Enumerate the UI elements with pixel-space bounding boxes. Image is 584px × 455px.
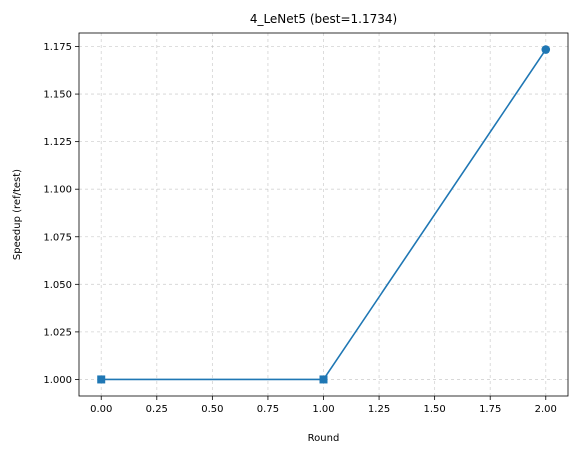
x-tick-label: 1.75 — [479, 404, 501, 415]
y-tick-label: 1.100 — [43, 185, 72, 196]
y-axis-label: Speedup (ref/test) — [12, 169, 23, 260]
x-tick-label: 1.50 — [424, 404, 446, 415]
x-axis-label: Round — [308, 433, 340, 444]
x-tick-label: 0.75 — [257, 404, 279, 415]
y-axis-ticks: 1.000 1.025 1.050 1.075 1.100 1.125 1.150 1.175 — [43, 42, 79, 386]
chart-title: 4_LeNet5 (best=1.1734) — [250, 12, 397, 26]
x-tick-label: 0.25 — [146, 404, 168, 415]
grid — [79, 33, 568, 396]
x-tick-label: 0.50 — [201, 404, 223, 415]
x-tick-label: 1.25 — [368, 404, 390, 415]
y-tick-label: 1.000 — [43, 375, 72, 386]
y-tick-label: 1.075 — [43, 232, 72, 243]
data-point-circle — [541, 45, 551, 54]
y-tick-label: 1.175 — [43, 42, 72, 53]
x-axis-ticks: 0.00 0.25 0.50 0.75 1.00 1.25 1.50 1.75 2.00 — [90, 396, 557, 415]
data-series — [97, 45, 551, 384]
y-tick-label: 1.150 — [43, 90, 72, 101]
x-tick-label: 0.00 — [90, 404, 112, 415]
y-tick-label: 1.050 — [43, 280, 72, 291]
x-tick-label: 2.00 — [535, 404, 557, 415]
data-point-square — [319, 375, 328, 384]
data-point-square — [97, 375, 106, 384]
y-tick-label: 1.025 — [43, 327, 72, 338]
x-tick-label: 1.00 — [312, 404, 334, 415]
y-tick-label: 1.125 — [43, 137, 72, 148]
